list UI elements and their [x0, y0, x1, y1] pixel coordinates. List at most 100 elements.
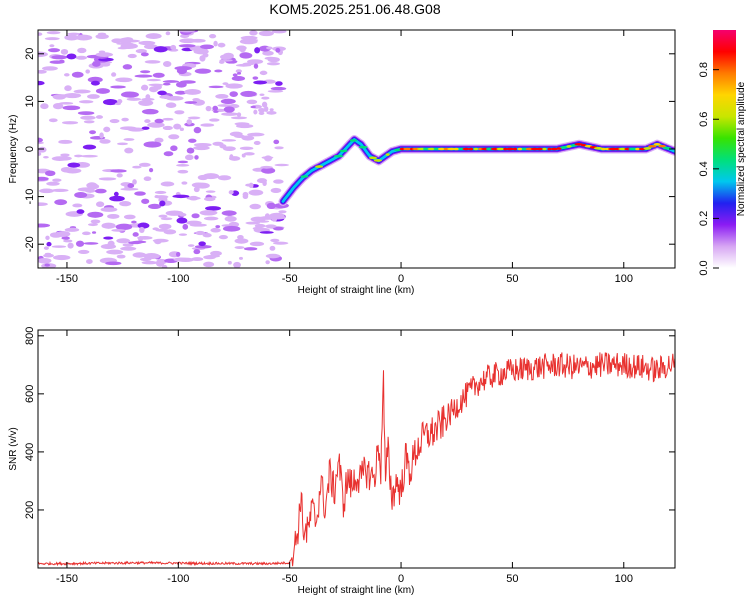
noise-blob: [212, 105, 219, 111]
noise-blob: [170, 44, 177, 51]
ridge-hotspot: [473, 147, 478, 151]
noise-blob: [43, 246, 49, 250]
snr-x-tick-label: 100: [615, 573, 633, 585]
noise-blob: [134, 74, 153, 78]
noise-blob: [249, 203, 262, 210]
noise-blob: [145, 33, 162, 40]
noise-blob: [54, 199, 68, 206]
noise-blob: [134, 191, 146, 196]
noise-blob: [175, 81, 187, 88]
noise-blob: [205, 206, 222, 211]
ridge-hotspot: [594, 147, 603, 150]
noise-blob: [220, 98, 236, 105]
noise-blob: [186, 220, 202, 225]
noise-blob: [52, 178, 62, 182]
noise-blob: [63, 239, 73, 243]
noise-blob: [186, 147, 195, 154]
noise-blob: [60, 48, 69, 55]
noise-blob: [105, 261, 122, 266]
noise-blob: [90, 219, 101, 224]
noise-blob: [157, 90, 167, 96]
noise-blob: [221, 210, 237, 216]
noise-blob: [221, 139, 237, 142]
noise-blob: [49, 44, 55, 48]
ridge-hotspot: [556, 147, 562, 150]
noise-blob: [250, 105, 256, 109]
noise-blob: [176, 217, 188, 224]
noise-blob: [265, 260, 270, 265]
ridge-hotspot: [385, 153, 390, 156]
ridge-hotspot: [536, 147, 544, 151]
noise-blob: [210, 250, 222, 256]
spectrogram-y-tick-label: -20: [24, 236, 36, 252]
noise-blob: [191, 213, 200, 219]
noise-blob: [192, 98, 201, 102]
noise-blob: [261, 167, 276, 174]
noise-blob: [99, 132, 104, 139]
noise-blob: [191, 182, 206, 188]
spectrogram-y-ticks: -20 -10 0 10 20: [24, 48, 675, 252]
noise-blob: [269, 108, 274, 112]
spectrogram-y-tick-label: 0: [24, 146, 36, 152]
noise-blob: [111, 229, 126, 232]
snr-x-tick-label: 50: [506, 573, 518, 585]
noise-blob: [74, 192, 88, 198]
noise-blob: [264, 56, 277, 60]
noise-blob: [75, 240, 85, 247]
noise-blob: [44, 170, 56, 177]
noise-blob: [52, 94, 67, 100]
noise-blob: [179, 38, 197, 44]
noise-blob: [174, 110, 185, 115]
noise-blob: [173, 123, 182, 130]
noise-blob: [124, 147, 134, 154]
noise-blob: [89, 130, 96, 135]
noise-blob: [86, 182, 98, 189]
noise-blob: [199, 210, 218, 216]
noise-blob: [137, 222, 150, 229]
noise-blob: [87, 223, 99, 227]
noise-blob: [154, 195, 159, 198]
noise-blob: [73, 89, 91, 94]
noise-blob: [75, 34, 93, 41]
noise-blob: [87, 94, 100, 99]
noise-blob: [194, 155, 199, 160]
ridge-hotspot: [369, 156, 377, 160]
ridge-hotspot: [447, 147, 456, 151]
noise-blob: [103, 236, 114, 240]
noise-blob: [78, 100, 94, 104]
noise-blob: [46, 31, 61, 35]
noise-blob: [127, 183, 135, 189]
noise-blob: [152, 227, 160, 231]
noise-blob: [182, 223, 189, 230]
noise-blob: [116, 254, 126, 259]
noise-blob: [202, 233, 212, 238]
noise-blob: [56, 156, 72, 161]
noise-blob: [95, 88, 110, 94]
noise-blob: [242, 191, 249, 198]
noise-blob: [75, 55, 88, 60]
noise-blob: [46, 181, 60, 186]
noise-blob: [115, 102, 122, 106]
noise-blob: [63, 168, 82, 174]
noise-blob: [140, 52, 149, 57]
noise-blob: [184, 154, 194, 161]
noise-blob: [120, 91, 139, 98]
noise-blob: [120, 187, 139, 191]
noise-blob: [160, 217, 173, 221]
noise-blob: [83, 120, 95, 124]
noise-blob: [222, 146, 236, 152]
noise-blob: [80, 154, 98, 158]
noise-blob: [213, 40, 218, 47]
noise-blob: [223, 106, 235, 113]
noise-blob: [177, 160, 189, 164]
noise-blob: [52, 103, 64, 110]
noise-blob: [158, 223, 172, 230]
ridge-hotspot: [635, 147, 640, 151]
noise-blob: [247, 132, 265, 137]
noise-blob: [38, 257, 52, 264]
spectrogram-y-tick-label: 20: [24, 48, 36, 60]
noise-blob: [120, 126, 137, 131]
noise-blob: [188, 195, 199, 201]
noise-blob: [139, 226, 145, 234]
noise-blob: [77, 47, 87, 54]
